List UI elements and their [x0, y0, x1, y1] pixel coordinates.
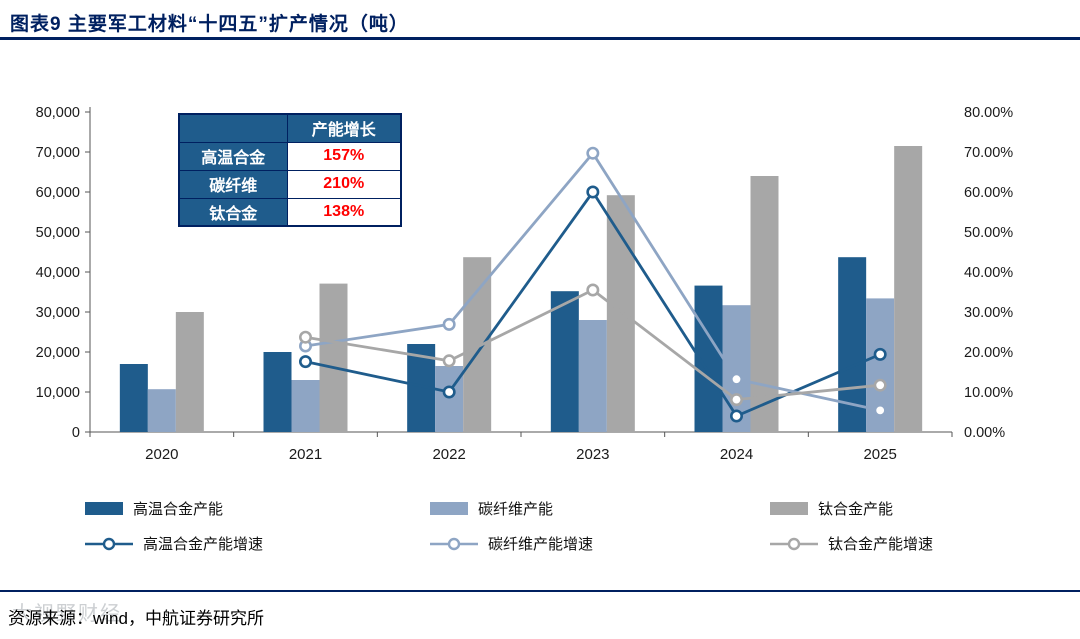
growth-row-value: 210%: [286, 169, 402, 199]
legend-carbonfiber-capacity: 碳纤维产能: [430, 498, 770, 519]
source-note: 资源来源：wind，中航证券研究所: [8, 609, 264, 628]
svg-text:40.00%: 40.00%: [964, 265, 1013, 281]
growth-table: 产能增长 高温合金 157% 碳纤维 210% 钛合金 138%: [178, 113, 402, 227]
svg-text:20,000: 20,000: [36, 345, 80, 361]
line-marker-icon: [770, 537, 818, 550]
svg-text:10,000: 10,000: [36, 385, 80, 401]
growth-row-label: 高温合金: [178, 141, 288, 171]
title-divider: [0, 37, 1080, 40]
legend-carbonfiber-growth: 碳纤维产能增速: [430, 533, 770, 554]
svg-text:10.00%: 10.00%: [964, 385, 1013, 401]
svg-text:70.00%: 70.00%: [964, 145, 1013, 161]
growth-row-value: 138%: [286, 197, 402, 227]
svg-text:80.00%: 80.00%: [964, 105, 1013, 121]
growth-row-value: 157%: [286, 141, 402, 171]
growth-table-row-carbonfiber: 碳纤维 210%: [178, 169, 402, 199]
svg-text:0.00%: 0.00%: [964, 425, 1005, 441]
legend-titanium-growth: 钛合金产能增速: [770, 533, 933, 554]
line-marker-icon: [85, 537, 133, 550]
svg-text:30,000: 30,000: [36, 305, 80, 321]
bar-swatch-icon: [430, 502, 468, 515]
combo-bar-line-chart: 0 10,000 20,000 30,000 40,000 50,000 60,000 70,…: [36, 105, 1014, 463]
legend-label: 钛合金产能增速: [828, 536, 934, 553]
legend-titanium-capacity: 钛合金产能: [770, 498, 933, 519]
growth-table-header-cell: 产能增长: [286, 113, 402, 143]
svg-text:2020: 2020: [145, 446, 178, 463]
svg-text:30.00%: 30.00%: [964, 305, 1013, 321]
svg-text:2024: 2024: [720, 446, 753, 463]
growth-table-header-row: 产能增长: [178, 113, 402, 143]
svg-text:0: 0: [72, 425, 80, 441]
svg-text:80,000: 80,000: [36, 105, 80, 121]
svg-text:2022: 2022: [432, 446, 465, 463]
bar-swatch-icon: [770, 502, 808, 515]
figure-title: 图表9 主要军工材料“十四五”扩产情况（吨）: [10, 14, 409, 35]
svg-text:2023: 2023: [576, 446, 609, 463]
svg-text:20.00%: 20.00%: [964, 345, 1013, 361]
bar-swatch-icon: [85, 502, 123, 515]
legend-superalloy-capacity: 高温合金产能: [85, 498, 430, 519]
legend-superalloy-growth: 高温合金产能增速: [85, 533, 430, 554]
growth-table-row-titanium: 钛合金 138%: [178, 197, 402, 227]
legend-label: 钛合金产能: [818, 501, 894, 518]
growth-row-label: 钛合金: [178, 197, 288, 227]
growth-row-label: 碳纤维: [178, 169, 288, 199]
legend-label: 碳纤维产能: [478, 501, 554, 518]
chart-legend: 高温合金产能 碳纤维产能 钛合金产能 高温合金产能增速 碳纤维产能增速: [85, 498, 933, 554]
svg-text:60.00%: 60.00%: [964, 185, 1013, 201]
svg-text:2025: 2025: [863, 446, 896, 463]
line-marker-icon: [430, 537, 478, 550]
footer-divider: [0, 590, 1080, 592]
growth-table-row-superalloy: 高温合金 157%: [178, 141, 402, 171]
svg-text:2021: 2021: [289, 446, 322, 463]
legend-label: 碳纤维产能增速: [488, 536, 594, 553]
watermark: 大视野财经: [12, 603, 122, 625]
legend-label: 高温合金产能增速: [143, 536, 264, 553]
svg-text:40,000: 40,000: [36, 265, 80, 281]
svg-text:50,000: 50,000: [36, 225, 80, 241]
svg-text:70,000: 70,000: [36, 145, 80, 161]
legend-label: 高温合金产能: [133, 501, 224, 518]
growth-table-corner-cell: [178, 113, 288, 143]
svg-text:60,000: 60,000: [36, 185, 80, 201]
svg-text:50.00%: 50.00%: [964, 225, 1013, 241]
